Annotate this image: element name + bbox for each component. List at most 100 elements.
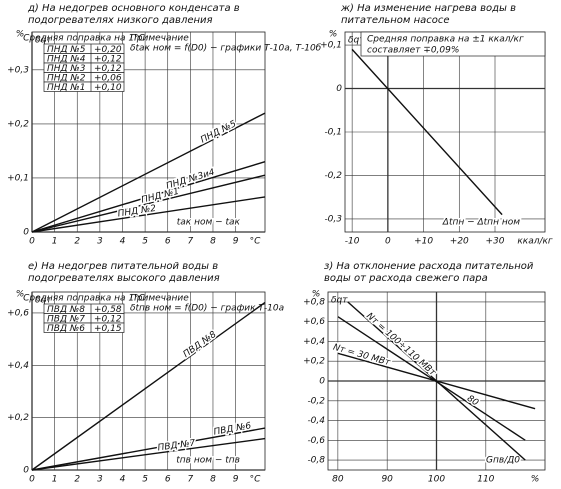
y-tick-label: -0,8: [307, 456, 325, 466]
table-text: +0,06: [94, 73, 122, 83]
x-tick-label: 0: [29, 475, 35, 485]
x-tick-label: 9: [233, 475, 239, 485]
x-axis-label: tак ном − tак: [177, 218, 241, 228]
table-text: +0,12: [94, 314, 122, 324]
x-tick-label: 0: [385, 237, 391, 247]
x-tick-label: 8: [210, 475, 216, 485]
x-tick-label: -10: [345, 237, 360, 247]
y-tick-label: 0: [23, 466, 29, 476]
series-label: 80: [465, 394, 480, 409]
x-tick-label: 110: [477, 475, 494, 485]
y-tick-label: -0,2: [307, 396, 325, 406]
x-tick-label: 9: [233, 237, 239, 247]
note-box: [360, 31, 546, 57]
x-unit: ккал/кг: [517, 237, 553, 247]
table-text: +0,15: [94, 324, 122, 334]
x-tick-label: 3: [97, 475, 103, 485]
table-text: ПНД №5: [47, 45, 86, 55]
x-tick-label: +20: [450, 237, 469, 247]
panel-title: ж) На изменение нагрева воды в: [340, 3, 516, 14]
y-tick-label: -0,4: [307, 416, 325, 426]
y-tick-label: -0,6: [307, 436, 325, 446]
x-tick-label: 5: [142, 475, 148, 485]
table-text: ПВД №7: [47, 314, 85, 324]
table-cell: [43, 322, 125, 333]
y-tick-label: +0,2: [303, 357, 325, 367]
x-axis-label: tпв ном − tпв: [176, 456, 240, 466]
y-unit: %: [16, 290, 25, 300]
table-text: +0,20: [94, 45, 122, 55]
y-tick-label: 0: [319, 377, 325, 387]
x-tick-label: 8: [210, 237, 216, 247]
x-tick-label: 7: [187, 237, 193, 247]
panel-title: подогревателях низкого давления: [28, 15, 213, 26]
x-tick-label: 0: [29, 237, 35, 247]
panel-title: з) На отклонение расхода питательной: [324, 261, 534, 272]
x-tick-label: 6: [165, 475, 171, 485]
panel-title: подогревателях высокого давления: [28, 273, 220, 284]
table-text: ПВД №8: [47, 305, 85, 315]
panel-title: питательном насосе: [341, 15, 450, 26]
series-line: [31, 196, 266, 233]
note: δtак ном = f(D0) − графики Т-10а, Т-10б: [130, 44, 322, 54]
panel-title: воды от расхода свежего пара: [324, 273, 488, 284]
series-line: [337, 352, 536, 410]
x-tick-label: 7: [187, 475, 193, 485]
y-axis-label: δqт: [348, 36, 365, 46]
y-tick-label: +0,3: [7, 65, 29, 75]
table-text: ПНД №1: [47, 83, 86, 93]
table-cell: [43, 81, 125, 92]
series-line: [31, 437, 266, 471]
y-tick-label: +0,1: [320, 41, 342, 51]
note: Средняя поправка на ±1 ккал/кг: [367, 35, 524, 45]
series-label: ПНД №1: [140, 187, 180, 206]
y-tick-label: -0,1: [324, 128, 342, 138]
table-header: Средняя поправка на 1°C: [23, 294, 145, 304]
series-label: ПНД №2: [117, 204, 157, 220]
x-tick-label: +10: [414, 237, 433, 247]
y-tick-label: +0,4: [7, 361, 29, 371]
x-tick-label: 2: [74, 237, 80, 247]
y-axis-label: δqт: [35, 36, 52, 46]
y-tick-label: +0,2: [7, 413, 29, 423]
y-tick-label: 0: [23, 228, 29, 238]
x-tick-label: 3: [97, 237, 103, 247]
y-tick-label: +0,8: [303, 297, 325, 307]
y-tick-label: -0,2: [324, 171, 342, 181]
note: составляет ∓0,09%: [367, 46, 459, 56]
x-unit: °C: [250, 237, 262, 247]
x-tick-label: 80: [332, 475, 344, 485]
table-text: +0,12: [94, 64, 122, 74]
note: Примечание: [130, 34, 189, 44]
x-tick-label: 4: [120, 237, 126, 247]
note: δtпв ном = f(D0) − график Т-10а: [130, 304, 284, 314]
y-unit: %: [312, 290, 321, 300]
y-tick-label: +0,6: [7, 308, 29, 318]
x-tick-label: 1: [52, 475, 58, 485]
y-axis-label: δqт: [35, 296, 52, 306]
table-text: +0,58: [94, 305, 122, 315]
x-unit: %: [531, 475, 540, 485]
y-tick-label: +0,2: [7, 119, 29, 129]
x-unit: °C: [250, 475, 262, 485]
x-tick-label: +30: [486, 237, 505, 247]
series-line: [31, 301, 266, 471]
x-tick-label: 100: [428, 475, 445, 485]
x-axis-label: Gпв/Д0: [486, 456, 520, 466]
series-line: [337, 316, 526, 441]
panel-title: д) На недогрев основного конденсата в: [27, 3, 240, 14]
table-text: ПНД №4: [47, 54, 86, 64]
series-line: [31, 112, 266, 233]
y-tick-label: 0: [336, 84, 342, 94]
table-text: ПНД №2: [47, 73, 86, 83]
y-tick-label: +0,6: [303, 317, 325, 327]
panel-title: е) На недогрев питательной воды в: [28, 261, 218, 272]
y-tick-label: +0,1: [7, 173, 29, 183]
x-tick-label: 1: [52, 237, 58, 247]
y-tick-label: +0,4: [303, 337, 325, 347]
series-line: [31, 161, 266, 233]
y-axis-label: δqт: [331, 296, 348, 306]
